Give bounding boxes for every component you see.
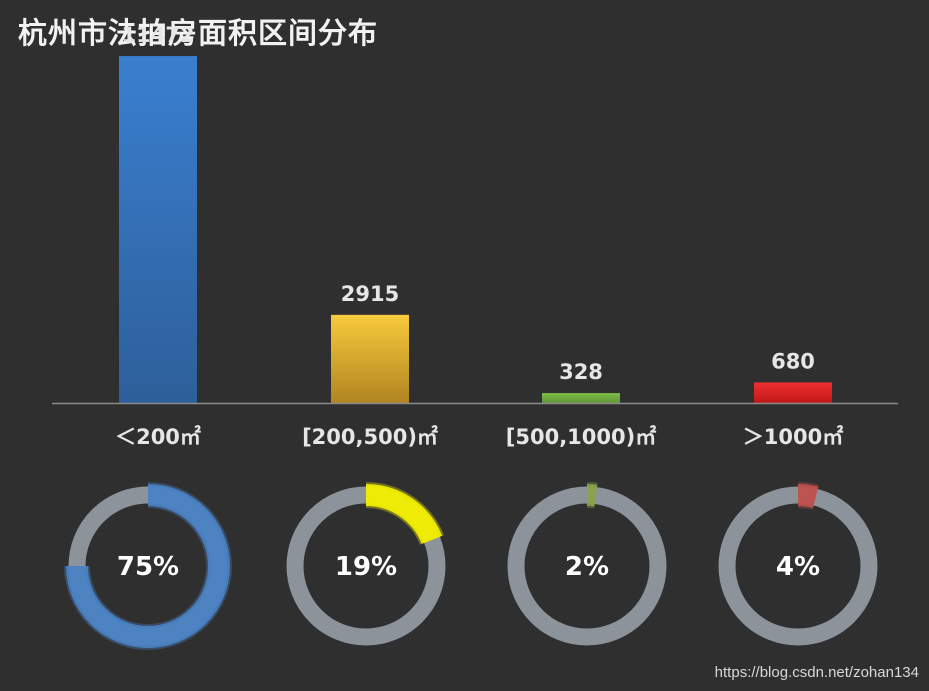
bar-2: [331, 314, 409, 403]
bars-layer: [119, 56, 832, 403]
category-label-2: [200,500)㎡: [302, 425, 438, 449]
category-label-3: [500,1000)㎡: [506, 425, 656, 449]
bar-3: [542, 393, 620, 403]
bar-value-label-2: 2915: [341, 282, 399, 306]
ring-arc-glow-2: [365, 482, 445, 546]
watermark-text: https://blog.csdn.net/zohan134: [714, 664, 919, 681]
ring-percent-label-1: 75%: [117, 552, 179, 582]
category-label-4: ＞1000㎡: [743, 425, 843, 449]
bar-4: [754, 382, 832, 403]
ring-arc-glow-1: [64, 482, 232, 650]
bar-value-label-3: 328: [559, 360, 603, 384]
labels-layer: 11472 ＜200㎡ 2915 [200,500)㎡ 328 [500,1000)㎡ 68…: [115, 23, 843, 449]
category-label-1: ＜200㎡: [115, 425, 201, 449]
bar-1: [119, 56, 197, 403]
ring-percent-label-4: 4%: [776, 552, 820, 582]
ring-arc-3: [586, 484, 598, 507]
ring-arc-glow-4: [797, 482, 819, 510]
ring-percent-label-3: 2%: [565, 552, 609, 582]
bar-value-label-4: 680: [771, 349, 815, 373]
bar-value-label-1: 11472: [121, 23, 194, 47]
ring-arc-2: [365, 484, 443, 545]
ring-arc-glow-3: [586, 482, 598, 509]
ring-arc-4: [797, 484, 819, 508]
rings-layer: 75% 19% 2% 4%: [64, 482, 878, 650]
chart-title: 杭州市法拍房面积区间分布: [18, 16, 379, 50]
ring-arc-1: [66, 484, 230, 648]
ring-percent-label-2: 19%: [335, 552, 397, 582]
